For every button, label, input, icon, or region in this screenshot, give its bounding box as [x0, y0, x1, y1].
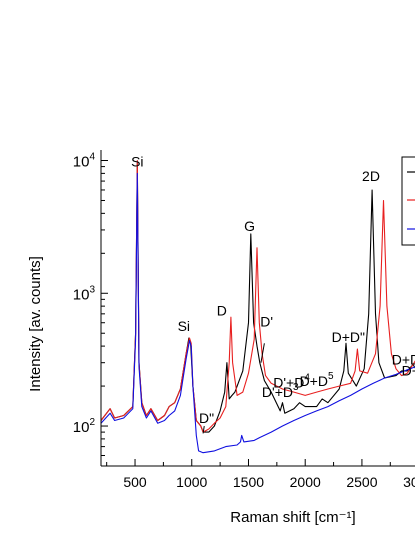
peak-label: G — [244, 218, 255, 234]
series-line-1 — [100, 159, 415, 433]
y-tick-label: 104 — [73, 152, 96, 171]
peak-label: Si — [131, 154, 143, 170]
legend-box — [401, 156, 415, 246]
peak-label: D' — [260, 314, 273, 330]
x-tick-label: 1000 — [176, 474, 207, 490]
x-tick-label: 2500 — [346, 474, 377, 490]
x-tick-label: 2000 — [290, 474, 321, 490]
y-tick-label: 102 — [73, 417, 96, 436]
peak-label: D — [217, 303, 227, 319]
x-axis-label: Raman shift [cm⁻¹] — [230, 509, 355, 526]
arrow-d-double-prime — [202, 425, 205, 434]
peak-label: D'+D4 — [273, 373, 310, 391]
peak-label: 2D — [362, 168, 380, 184]
peak-label: D+D" — [332, 329, 365, 345]
annotation-layer: Si Si D" D G D' D'+D3D'+D4D+D5 D+D" 2D D+D'D+D7 — [131, 154, 415, 434]
peak-label: D+D7 — [402, 361, 415, 379]
x-tick-label: 3000 — [403, 474, 415, 490]
x-tick-label: 1500 — [233, 474, 264, 490]
peak-label: D+D5 — [300, 371, 334, 389]
peak-label: D+D' — [392, 352, 415, 368]
x-tick-label: 500 — [123, 474, 147, 490]
peak-label: D" — [199, 410, 214, 426]
series-line-2 — [100, 172, 415, 454]
legend-frame — [401, 156, 415, 246]
peak-label: D'+D3 — [262, 382, 299, 400]
y-tick-label: 103 — [73, 284, 96, 303]
label-layer: Raman shift [cm⁻¹] Intensity [av. counts… — [27, 256, 356, 526]
series-layer — [100, 159, 415, 454]
peak-label: Si — [178, 318, 190, 334]
arrow-d-prime — [260, 343, 265, 363]
axes-layer: 500 1000 1500 2000 2500 3000 102 103 104 — [73, 150, 415, 490]
y-axis-label: Intensity [av. counts] — [27, 256, 44, 392]
